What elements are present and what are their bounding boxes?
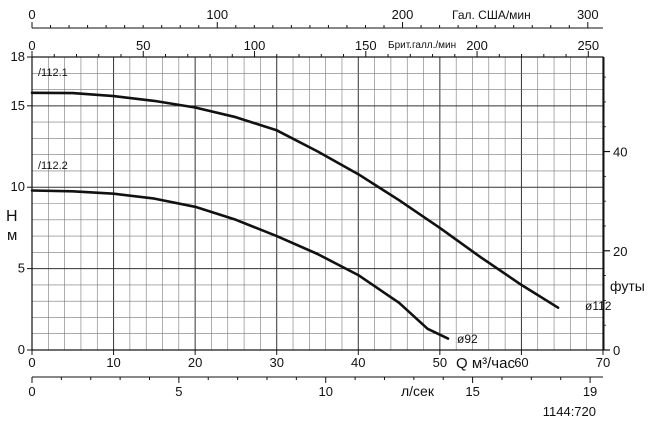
y-axis-tick-label: 5	[18, 261, 25, 276]
curve-diameter-label: ø112	[585, 299, 612, 313]
bottom-axis-ls-tick-label: 0	[28, 384, 35, 399]
top-axis-us-label: Гал. США/мин	[452, 8, 531, 22]
bottom-axis-ls-tick-label: 10	[318, 384, 332, 399]
top-axis-brit-tick-label: 50	[136, 38, 150, 53]
plot-frame	[31, 56, 604, 351]
curve-112-1	[30, 91, 560, 309]
bottom-axis-ls-label: л/сек	[401, 383, 435, 399]
top-axis-brit-tick-label: 100	[244, 38, 266, 53]
y-axis-right-tick-label: 0	[613, 343, 620, 358]
chart-labels: /112.1 ø112/112.2 ø92 1144:720	[38, 67, 612, 419]
top-axis-brit-label: Брит.галл./мин	[388, 40, 456, 51]
x-axis-tick-label: 10	[106, 355, 120, 370]
y-axis-right-tick-label: 20	[613, 244, 627, 259]
curve-112-2	[30, 189, 450, 340]
bottom-axis-ls-tick-label: 5	[175, 384, 182, 399]
curve-model-label: /112.1	[38, 67, 68, 79]
chart-grid	[31, 56, 604, 351]
top-axis-brit-tick-label: 200	[466, 38, 488, 53]
x-axis-tick-label: 50	[433, 355, 447, 370]
top-axis-us-tick-label: 100	[206, 7, 228, 22]
top-axis-us-tick-label: 300	[577, 7, 599, 22]
y-axis-tick-label: 18	[11, 49, 25, 64]
top-axis-us-tick-label: 200	[392, 7, 414, 22]
y-axis-label-line2: м	[7, 227, 17, 244]
bottom-axis-ls-tick-label: 19	[583, 384, 597, 399]
y-axis-tick-label: 10	[11, 179, 25, 194]
bottom-axis-ls-tick-label: 15	[465, 384, 479, 399]
curve-model-label: /112.2	[38, 160, 68, 172]
y-axis-label-line1: H	[6, 208, 18, 225]
x-axis-tick-label: 60	[514, 355, 528, 370]
x-axis-tick-label: 20	[188, 355, 202, 370]
top-axis-brit-tick-label: 150	[355, 38, 377, 53]
x-axis-tick-label: 0	[28, 355, 35, 370]
curve-diameter-label: ø92	[457, 332, 478, 346]
pump-curves	[30, 91, 560, 340]
x-axis-tick-label: 30	[269, 355, 283, 370]
y-axis-tick-label: 15	[11, 98, 25, 113]
x-axis-label: Q м³/час	[456, 355, 515, 372]
figure-code: 1144:720	[543, 404, 596, 419]
chart-axes: 0 10 20 30 40 50 60 70Q м³/час05101518Hм02040фу…	[6, 7, 645, 399]
top-axis-brit-tick-label: 250	[577, 38, 599, 53]
top-axis-brit-tick-label: 0	[28, 38, 35, 53]
top-axis-us-tick-label: 0	[28, 7, 35, 22]
y-axis-right-tick-label: 40	[613, 145, 627, 160]
x-axis-tick-label: 40	[351, 355, 365, 370]
y-axis-right-label: футы	[610, 278, 645, 294]
y-axis-tick-label: 0	[18, 342, 25, 357]
x-axis-tick-label: 70	[596, 355, 610, 370]
